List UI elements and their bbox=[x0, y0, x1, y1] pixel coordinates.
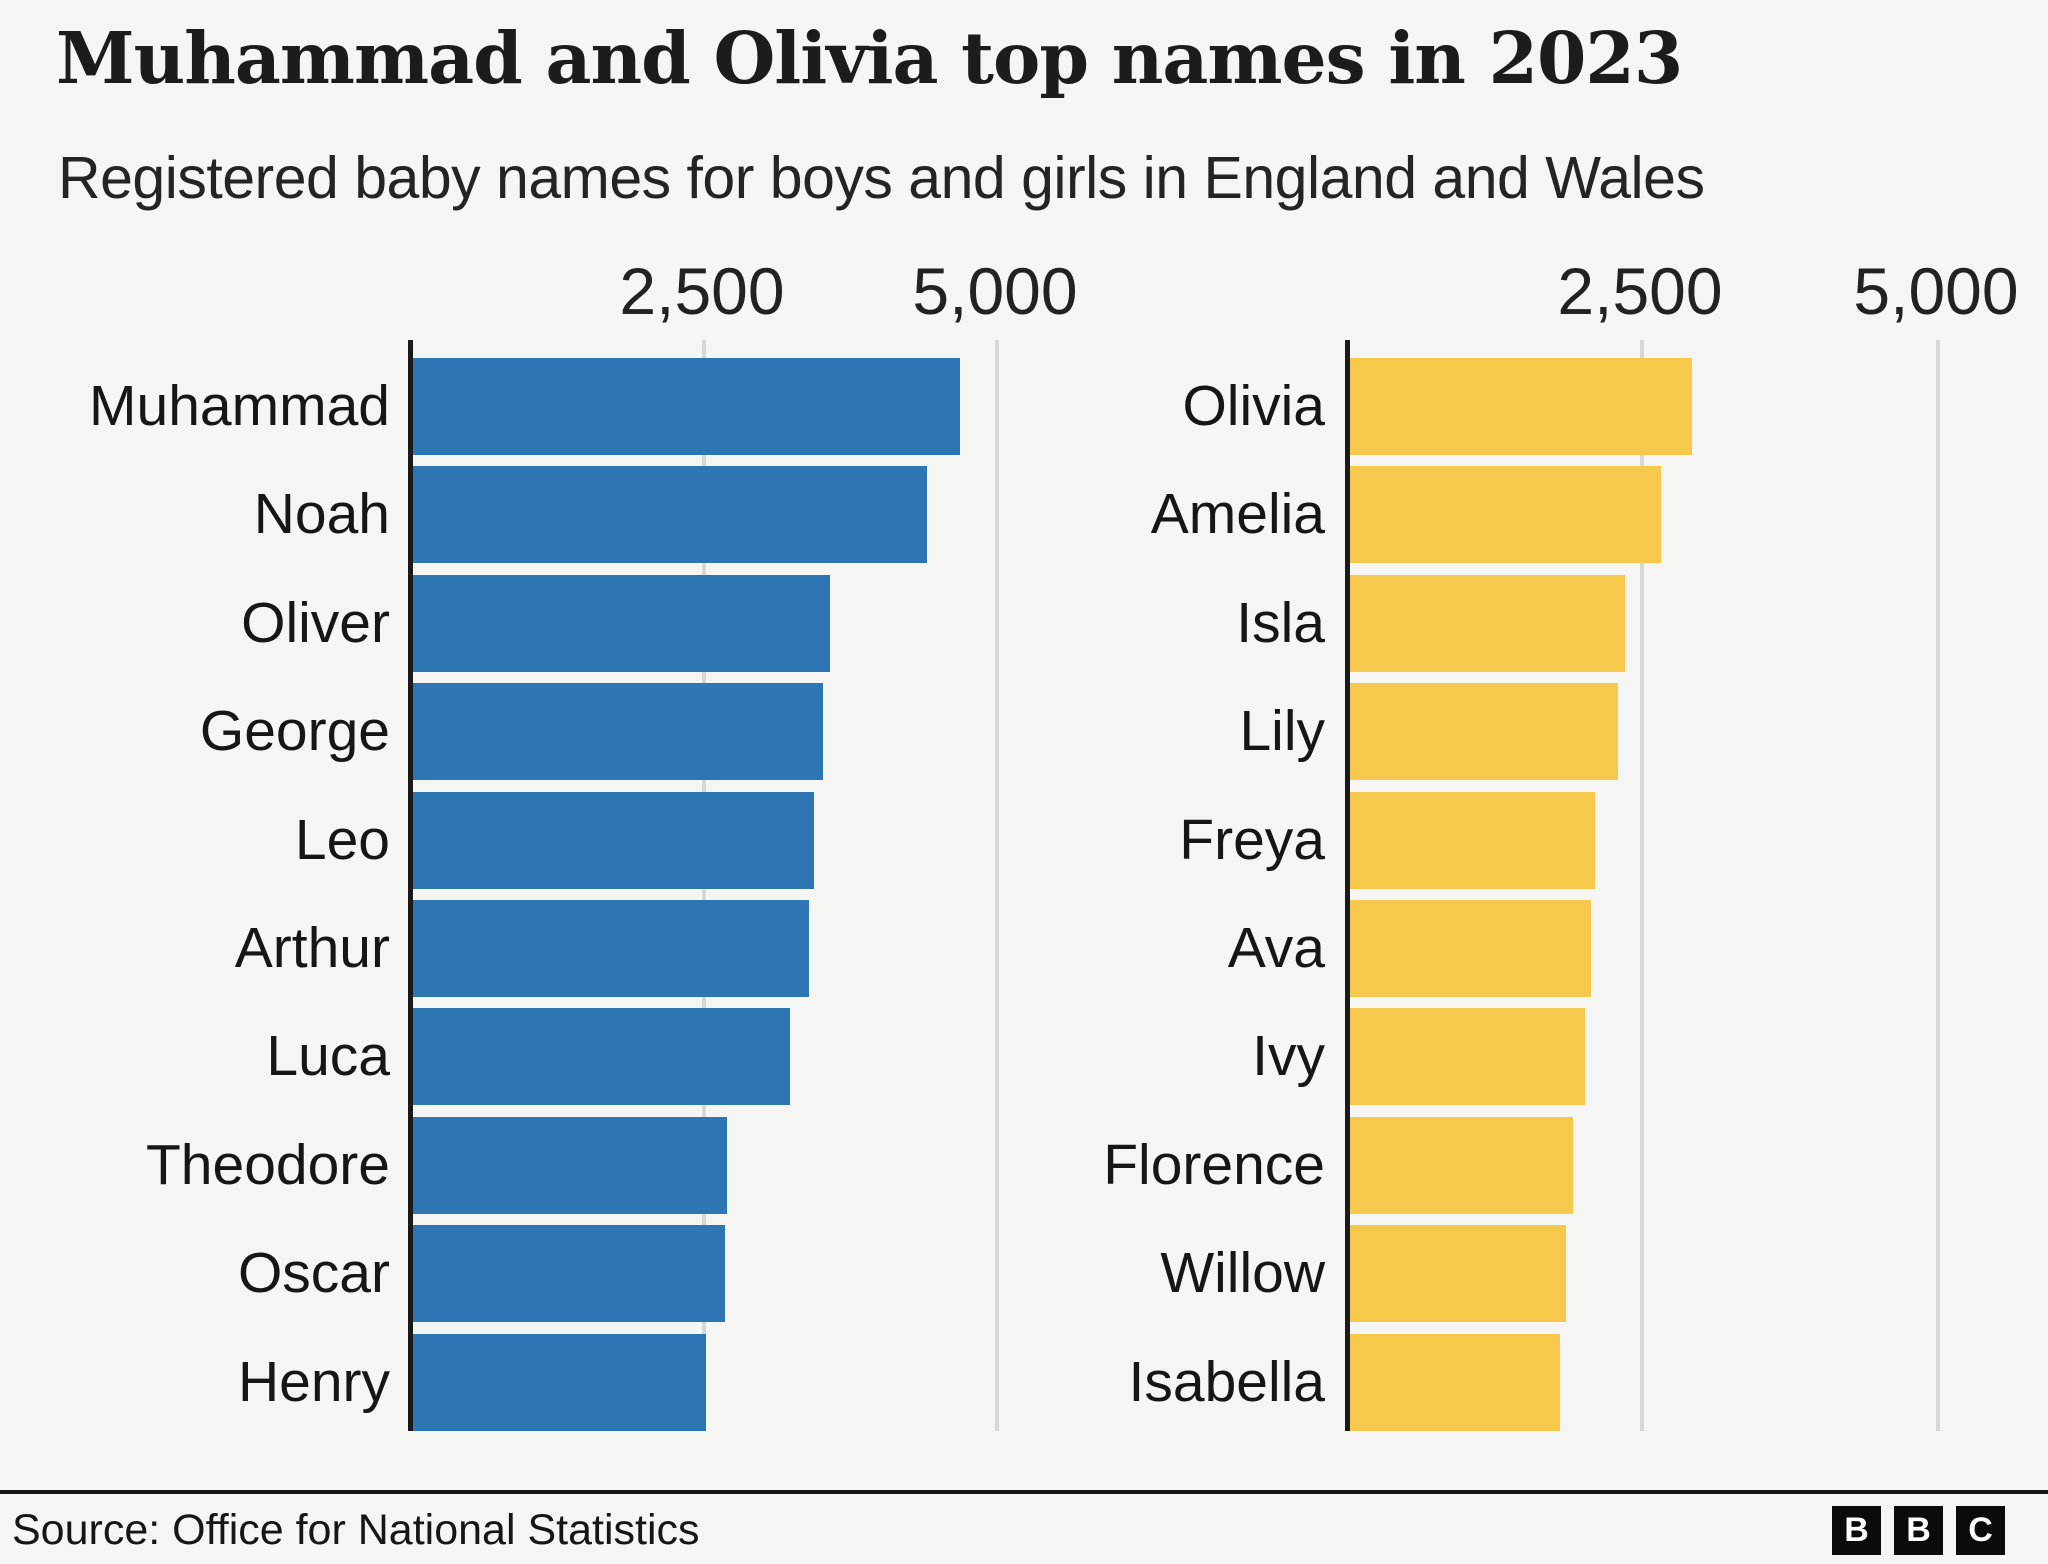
bar-row-arthur bbox=[413, 899, 1068, 997]
bar-row-florence bbox=[1350, 1116, 2005, 1214]
chart-title: Muhammad and Olivia top names in 2023 bbox=[56, 16, 1683, 100]
bar-isla bbox=[1350, 574, 1625, 672]
category-label-ivy: Ivy bbox=[1252, 1024, 1325, 1089]
category-label-isabella: Isabella bbox=[1128, 1349, 1325, 1414]
category-label-luca: Luca bbox=[266, 1024, 390, 1089]
bar-arthur bbox=[413, 899, 809, 997]
category-label-lily: Lily bbox=[1239, 699, 1325, 764]
bar-amelia bbox=[1350, 466, 1661, 564]
bar-row-oliver bbox=[413, 574, 1068, 672]
bar-luca bbox=[413, 1008, 790, 1106]
girls-x-tick-2500: 2,500 bbox=[1557, 254, 1723, 328]
bar-row-willow bbox=[1350, 1225, 2005, 1323]
boys-x-tick-2500: 2,500 bbox=[619, 254, 785, 328]
bar-lily bbox=[1350, 683, 1618, 781]
bar-olivia bbox=[1350, 358, 1692, 455]
bbc-logo-letter-c: C bbox=[1956, 1506, 2005, 1555]
bar-leo bbox=[413, 791, 814, 889]
bar-isabella bbox=[1350, 1333, 1560, 1431]
bar-george bbox=[413, 683, 823, 781]
bar-row-lily bbox=[1350, 683, 2005, 781]
bar-muhammad bbox=[413, 358, 960, 455]
bar-willow bbox=[1350, 1225, 1566, 1323]
category-label-ava: Ava bbox=[1227, 915, 1325, 980]
category-label-amelia: Amelia bbox=[1150, 482, 1325, 547]
gridline-2500 bbox=[702, 340, 706, 1431]
bar-row-henry bbox=[413, 1333, 1068, 1431]
category-label-noah: Noah bbox=[253, 482, 390, 547]
category-label-arthur: Arthur bbox=[234, 915, 390, 980]
y-axis-line bbox=[1345, 340, 1350, 1431]
category-label-florence: Florence bbox=[1103, 1132, 1325, 1197]
bbc-logo-letter-b1: B bbox=[1832, 1506, 1881, 1555]
category-label-leo: Leo bbox=[294, 807, 390, 872]
bar-row-luca bbox=[413, 1008, 1068, 1106]
bar-freya bbox=[1350, 791, 1595, 889]
girls-plot-area bbox=[1345, 340, 2005, 1431]
category-labels: Muhammad Noah Oliver George Leo Arthur Luca The… bbox=[0, 358, 390, 1442]
bar-row-leo bbox=[413, 791, 1068, 889]
category-label-olivia: Olivia bbox=[1182, 374, 1325, 438]
category-label-willow: Willow bbox=[1160, 1241, 1325, 1306]
category-labels: Olivia Amelia Isla Lily Freya Ava Ivy Florence W… bbox=[935, 358, 1325, 1442]
category-label-henry: Henry bbox=[237, 1349, 390, 1414]
bar-henry bbox=[413, 1333, 706, 1431]
bar-noah bbox=[413, 466, 927, 564]
bar-ava bbox=[1350, 899, 1591, 997]
bars bbox=[1350, 358, 2005, 1442]
bars bbox=[413, 358, 1068, 1442]
bar-row-noah bbox=[413, 466, 1068, 564]
bar-row-ava bbox=[1350, 899, 2005, 997]
bar-florence bbox=[1350, 1116, 1573, 1214]
bar-oliver bbox=[413, 574, 830, 672]
bar-row-freya bbox=[1350, 791, 2005, 889]
chart-subtitle: Registered baby names for boys and girls… bbox=[58, 145, 1705, 211]
bbc-logo: B B C bbox=[1832, 1506, 2005, 1555]
category-label-muhammad: Muhammad bbox=[89, 374, 390, 438]
bar-row-theodore bbox=[413, 1116, 1068, 1214]
bar-ivy bbox=[1350, 1008, 1585, 1106]
bar-row-george bbox=[413, 683, 1068, 781]
bar-row-muhammad bbox=[413, 358, 1068, 455]
boys-x-tick-5000: 5,000 bbox=[912, 254, 1078, 328]
boys-plot-area bbox=[408, 340, 1068, 1431]
source-attribution: Source: Office for National Statistics bbox=[12, 1506, 700, 1554]
gridline-5000 bbox=[1936, 340, 1940, 1431]
gridline-2500 bbox=[1640, 340, 1644, 1431]
bar-row-amelia bbox=[1350, 466, 2005, 564]
bar-row-isla bbox=[1350, 574, 2005, 672]
category-label-oscar: Oscar bbox=[237, 1241, 390, 1306]
footer-divider bbox=[0, 1490, 2048, 1494]
bar-row-isabella bbox=[1350, 1333, 2005, 1431]
category-label-theodore: Theodore bbox=[145, 1132, 390, 1197]
bar-row-olivia bbox=[1350, 358, 2005, 455]
y-axis-line bbox=[408, 340, 413, 1431]
category-label-george: George bbox=[199, 699, 390, 764]
gridline-5000 bbox=[995, 340, 999, 1431]
category-label-oliver: Oliver bbox=[241, 590, 390, 655]
bar-row-ivy bbox=[1350, 1008, 2005, 1106]
bar-oscar bbox=[413, 1225, 725, 1323]
bar-theodore bbox=[413, 1116, 727, 1214]
category-label-freya: Freya bbox=[1179, 807, 1325, 872]
bbc-logo-letter-b2: B bbox=[1894, 1506, 1943, 1555]
category-label-isla: Isla bbox=[1236, 590, 1325, 655]
girls-x-tick-5000: 5,000 bbox=[1853, 254, 2019, 328]
bar-row-oscar bbox=[413, 1225, 1068, 1323]
